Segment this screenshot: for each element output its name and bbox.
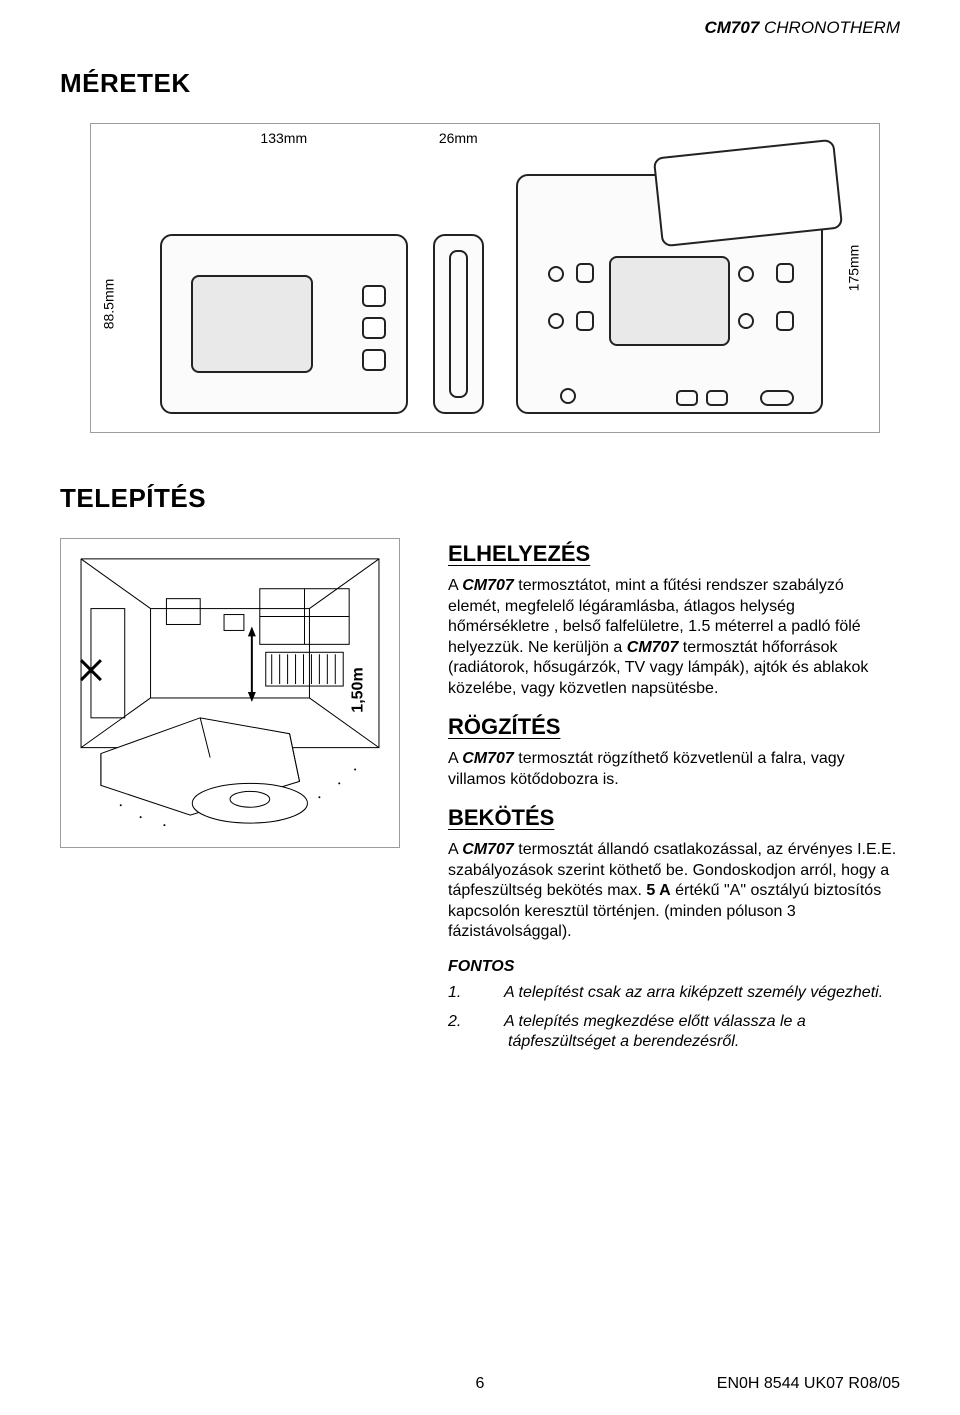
header-model-bold: CM707 (704, 18, 759, 37)
important-list: 1.A telepítést csak az arra kiképzett sz… (448, 983, 900, 1052)
device-screen (191, 275, 313, 374)
dim-height-label: 88.5mm (100, 279, 116, 330)
device-open-screen (609, 256, 730, 346)
room-illustration: 1,50m (60, 538, 400, 848)
important-heading: FONTOS (448, 957, 900, 977)
device-open-view (516, 174, 823, 414)
device-front-view (160, 234, 408, 414)
rect-btn (576, 311, 594, 331)
device-side-view (433, 234, 484, 414)
dim-width-label: 133mm (146, 130, 422, 146)
wiring-paragraph: A CM707 termosztát állandó csatlakozássa… (448, 840, 900, 942)
device-lid (653, 139, 843, 248)
circle-btn (738, 313, 754, 329)
section-install-title: TELEPÍTÉS (60, 483, 900, 514)
btn-placeholder (362, 349, 386, 371)
rect-btn (676, 390, 698, 406)
rect-btn (576, 263, 594, 283)
circle-btn (560, 388, 576, 404)
placement-paragraph: A CM707 termosztátot, mint a fűtési rend… (448, 576, 900, 699)
model-ref: CM707 (462, 577, 514, 594)
device-buttons-right (362, 285, 386, 362)
fixing-paragraph: A CM707 termosztát rögzíthető közvetlenü… (448, 749, 900, 790)
header-model: CM707 CHRONOTHERM (60, 18, 900, 38)
placement-heading: ELHELYEZÉS (448, 540, 900, 568)
dimensions-diagram: 88.5mm 133mm 26mm (90, 123, 880, 433)
fixing-heading: RÖGZÍTÉS (448, 713, 900, 741)
model-ref: CM707 (627, 639, 679, 656)
model-ref: CM707 (462, 750, 514, 767)
btn-placeholder (362, 285, 386, 307)
ok-btn (760, 390, 794, 406)
rect-btn (776, 311, 794, 331)
doc-code: EN0H 8544 UK07 R08/05 (620, 1375, 900, 1393)
btn-placeholder (362, 317, 386, 339)
list-item: 2.A telepítés megkezdése előtt válassza … (478, 1012, 900, 1053)
circle-btn (548, 266, 564, 282)
dim-depth-label: 26mm (422, 130, 495, 146)
fuse-rating: 5 A (646, 882, 670, 899)
wiring-heading: BEKÖTÉS (448, 804, 900, 832)
room-svg (71, 549, 389, 837)
model-ref: CM707 (462, 841, 514, 858)
mount-height-label: 1,50m (349, 668, 367, 713)
side-slot (449, 250, 468, 398)
circle-btn (548, 313, 564, 329)
page-footer: 6 EN0H 8544 UK07 R08/05 (60, 1375, 900, 1393)
rect-btn (776, 263, 794, 283)
section-dimensions-title: MÉRETEK (60, 68, 900, 99)
list-item: 1.A telepítést csak az arra kiképzett sz… (478, 983, 900, 1003)
rect-btn (706, 390, 728, 406)
dim-open-height-label: 175mm (846, 244, 862, 291)
header-model-rest: CHRONOTHERM (759, 18, 900, 37)
page-number: 6 (340, 1375, 620, 1393)
circle-btn (738, 266, 754, 282)
